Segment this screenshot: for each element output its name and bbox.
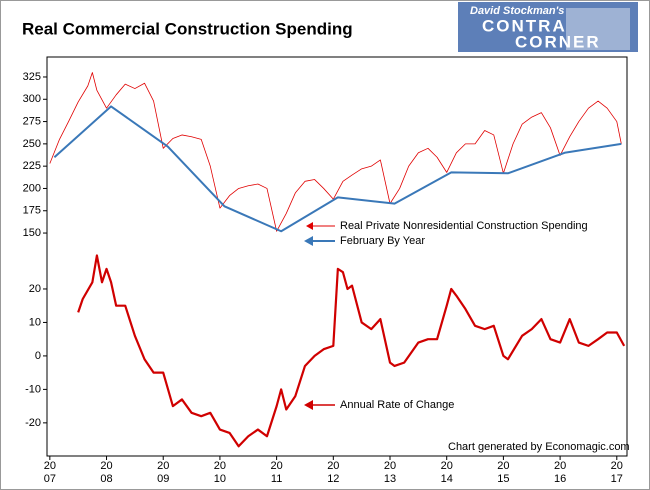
y2-tick-label: 10 [29,316,41,328]
data-line [53,105,622,233]
x-tick-label: 20 09 [157,460,169,485]
logo-text: CORNER [515,32,601,51]
x-tick-label: 20 07 [44,460,56,485]
y-tick-label: 150 [23,227,41,239]
y-tick-label: 225 [23,160,41,172]
x-tick-label: 20 12 [327,460,339,485]
legend-label: February By Year [340,235,425,247]
chart-title: Real Commercial Construction Spending [22,19,353,38]
x-tick-label: 20 14 [441,460,453,485]
data-line [77,254,626,448]
x-tick-label: 20 15 [497,460,509,485]
annotation-arrows [304,222,335,410]
y2-tick-label: -20 [25,417,41,429]
x-tick-label: 20 17 [611,460,623,485]
legend-label: Real Private Nonresidential Construction… [340,220,588,232]
arrow-head [304,236,313,246]
y-tick-label: 275 [23,115,41,127]
x-tick-label: 20 10 [214,460,226,485]
y-tick-label: 200 [23,182,41,194]
y-tick-label: 325 [23,71,41,83]
arrow-head [304,400,313,410]
legend-label: Annual Rate of Change [340,399,454,411]
x-tick-label: 20 08 [100,460,112,485]
x-tick-label: 20 16 [554,460,566,485]
x-tick-label: 20 13 [384,460,396,485]
y2-tick-label: 20 [29,283,41,295]
y-tick-label: 300 [23,93,41,105]
y2-tick-label: 0 [35,350,41,362]
logo-building [566,8,630,50]
y-tick-label: 250 [23,138,41,150]
arrow-head [306,222,313,230]
credit: Chart generated by Economagic.com [448,441,630,453]
plot-frame [46,56,628,457]
logo-text: David Stockman's [470,5,564,17]
x-tick-label: 20 11 [270,460,282,485]
logo-text: CONTRA [482,16,567,35]
logo: David Stockman's CONTRA CORNER [458,2,638,52]
y2-tick-label: -10 [25,383,41,395]
y-tick-label: 175 [23,205,41,217]
